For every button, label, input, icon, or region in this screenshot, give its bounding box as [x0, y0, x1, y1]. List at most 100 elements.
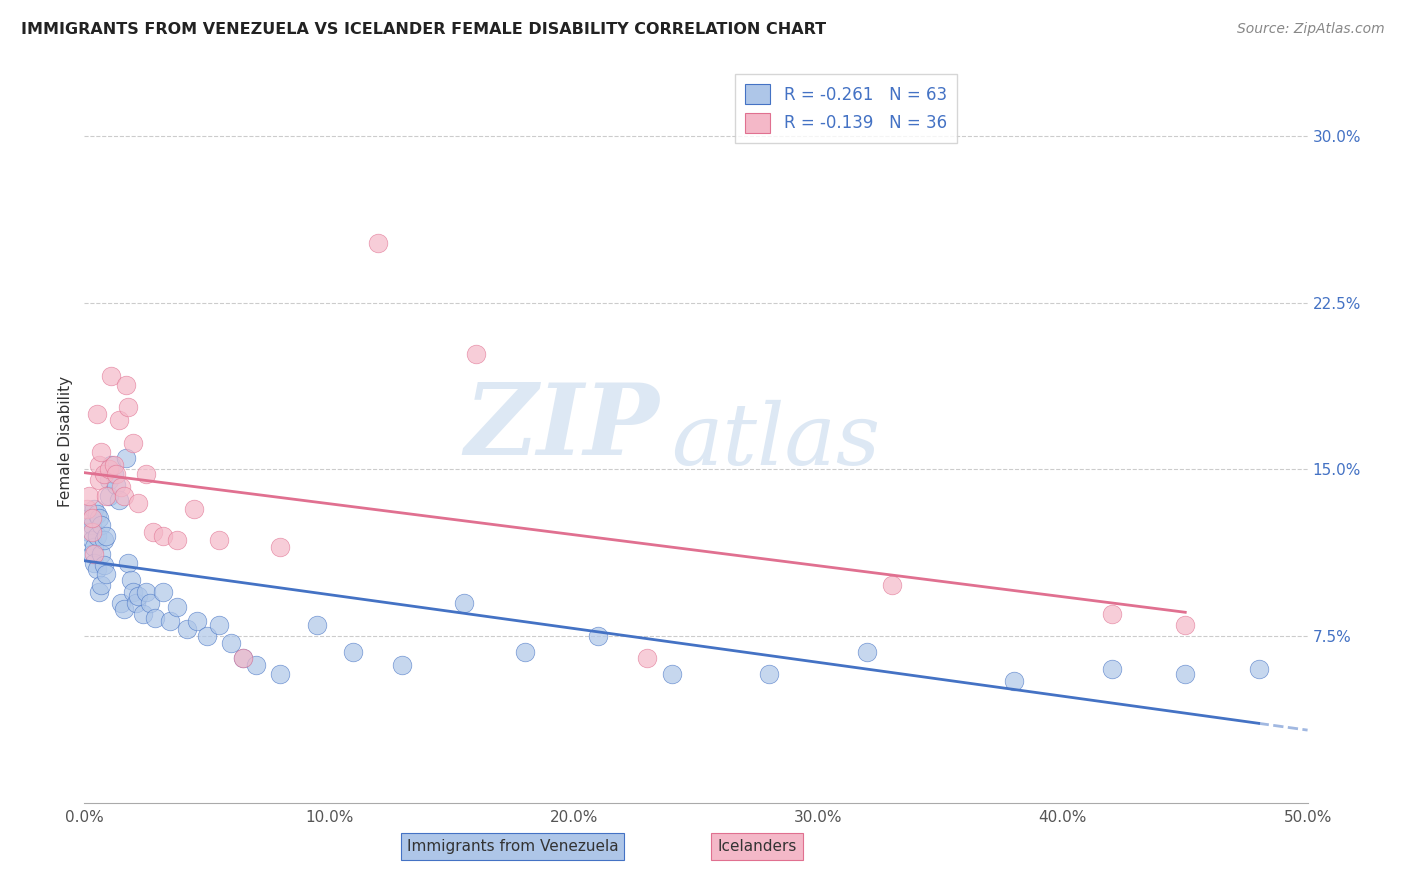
Point	[1101, 662, 1123, 676]
Point	[97, 474, 120, 488]
Point	[143, 611, 166, 625]
Point	[135, 584, 157, 599]
Point	[93, 467, 115, 481]
Point	[105, 467, 128, 481]
Point	[166, 600, 188, 615]
Point	[100, 368, 122, 383]
Y-axis label: Female Disability: Female Disability	[58, 376, 73, 508]
Point	[90, 444, 112, 458]
Point	[661, 666, 683, 681]
Point	[100, 458, 122, 472]
Point	[232, 651, 254, 665]
Point	[269, 666, 291, 681]
Point	[77, 524, 100, 539]
Point	[219, 636, 242, 650]
Point	[152, 529, 174, 543]
Point	[1247, 662, 1270, 676]
Point	[107, 413, 129, 427]
Point	[86, 529, 108, 543]
Point	[83, 502, 105, 516]
Point	[342, 645, 364, 659]
Point	[96, 566, 118, 581]
Point	[83, 556, 105, 570]
Point	[87, 458, 110, 472]
Legend: R = -0.261   N = 63, R = -0.139   N = 36: R = -0.261 N = 63, R = -0.139 N = 36	[735, 74, 956, 143]
Point	[76, 507, 98, 521]
Point	[105, 478, 128, 492]
Point	[453, 596, 475, 610]
Point	[90, 517, 112, 532]
Point	[758, 666, 780, 681]
Point	[96, 529, 118, 543]
Point	[96, 489, 118, 503]
Point	[208, 618, 231, 632]
Point	[245, 657, 267, 672]
Point	[176, 623, 198, 637]
Point	[90, 547, 112, 561]
Point	[80, 517, 103, 532]
Point	[1174, 618, 1197, 632]
Point	[110, 596, 132, 610]
Point	[86, 507, 108, 521]
Point	[142, 524, 165, 539]
Point	[269, 540, 291, 554]
Point	[97, 462, 120, 476]
Point	[115, 451, 138, 466]
Text: Source: ZipAtlas.com: Source: ZipAtlas.com	[1237, 22, 1385, 37]
Point	[391, 657, 413, 672]
Point	[103, 467, 125, 481]
Point	[86, 562, 108, 576]
Point	[208, 533, 231, 548]
Point	[122, 584, 145, 599]
Point	[135, 467, 157, 481]
Point	[125, 596, 148, 610]
Point	[195, 629, 218, 643]
Point	[83, 547, 105, 561]
Text: ZIP: ZIP	[464, 379, 659, 475]
Point	[1002, 673, 1025, 688]
Point	[112, 602, 135, 616]
Point	[232, 651, 254, 665]
Point	[367, 235, 389, 250]
Point	[115, 377, 138, 392]
Point	[110, 480, 132, 494]
Point	[80, 533, 103, 548]
Point	[117, 400, 139, 414]
Point	[1174, 666, 1197, 681]
Point	[305, 618, 328, 632]
Point	[586, 629, 609, 643]
Point	[122, 435, 145, 450]
Point	[120, 574, 142, 588]
Point	[77, 511, 100, 525]
Point	[636, 651, 658, 665]
Point	[117, 556, 139, 570]
Point	[77, 489, 100, 503]
Point	[93, 533, 115, 548]
Point	[139, 596, 162, 610]
Point	[80, 547, 103, 561]
Point	[86, 407, 108, 421]
Point	[80, 524, 103, 539]
Point	[76, 502, 98, 516]
Point	[159, 614, 181, 628]
Point	[186, 614, 208, 628]
Point	[132, 607, 155, 621]
Point	[87, 511, 110, 525]
Text: Immigrants from Venezuela: Immigrants from Venezuela	[406, 838, 619, 854]
Point	[112, 489, 135, 503]
Point	[464, 347, 486, 361]
Text: IMMIGRANTS FROM VENEZUELA VS ICELANDER FEMALE DISABILITY CORRELATION CHART: IMMIGRANTS FROM VENEZUELA VS ICELANDER F…	[21, 22, 827, 37]
Point	[83, 540, 105, 554]
Point	[1101, 607, 1123, 621]
Point	[93, 558, 115, 572]
Point	[152, 584, 174, 599]
Point	[107, 493, 129, 508]
Point	[880, 578, 903, 592]
Point	[166, 533, 188, 548]
Text: atlas: atlas	[672, 401, 880, 483]
Point	[103, 458, 125, 472]
Point	[90, 578, 112, 592]
Point	[127, 589, 149, 603]
Point	[97, 489, 120, 503]
Point	[513, 645, 536, 659]
